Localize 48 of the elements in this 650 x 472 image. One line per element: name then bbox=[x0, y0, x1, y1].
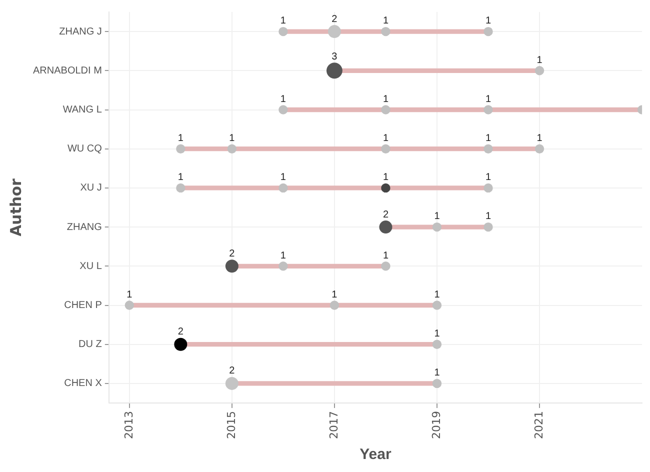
x-tick-label: 2013 bbox=[122, 411, 136, 440]
data-label: 1 bbox=[229, 133, 236, 144]
data-label: 1 bbox=[280, 94, 286, 105]
y-tick-label: ZHANG bbox=[66, 222, 102, 233]
x-tick-label: 2017 bbox=[327, 411, 340, 440]
data-label: 1 bbox=[178, 172, 184, 184]
data-label: 1 bbox=[280, 250, 286, 262]
data-label: 1 bbox=[178, 133, 184, 144]
data-label: 1 bbox=[280, 16, 286, 27]
y-tick-label: WU CQ bbox=[67, 144, 102, 155]
data-label: 1 bbox=[485, 211, 492, 222]
y-tick-label: ZHANG J bbox=[59, 26, 102, 38]
data-label: 1 bbox=[485, 16, 492, 27]
data-label: 1 bbox=[485, 172, 492, 184]
data-label: 3 bbox=[332, 51, 338, 62]
y-tick-label: XU J bbox=[80, 182, 102, 194]
data-label: 1 bbox=[536, 54, 543, 66]
y-tick-label: ARNABOLDI M bbox=[32, 65, 102, 76]
data-label: 1 bbox=[485, 94, 492, 105]
data-label: 1 bbox=[126, 289, 133, 300]
data-label: 1 bbox=[382, 250, 389, 262]
data-label: 1 bbox=[434, 211, 440, 222]
data-label: 1 bbox=[434, 368, 440, 379]
y-axis-title: Author bbox=[6, 178, 25, 236]
data-label: 2 bbox=[229, 248, 236, 260]
y-tick-label: DU Z bbox=[78, 339, 102, 350]
data-label: 2 bbox=[229, 366, 236, 377]
data-label: 1 bbox=[536, 133, 543, 144]
data-label: 1 bbox=[434, 328, 440, 340]
data-label: 1 bbox=[382, 16, 389, 27]
y-tick-label: WANG L bbox=[62, 104, 102, 116]
data-label: 2 bbox=[178, 326, 184, 338]
y-tick-label: CHEN X bbox=[64, 378, 102, 390]
x-tick-label: 2019 bbox=[430, 411, 443, 440]
data-label: 1 bbox=[485, 133, 492, 144]
data-label: 2 bbox=[332, 14, 338, 25]
x-tick-label: 2021 bbox=[532, 411, 546, 440]
data-label: 1 bbox=[332, 289, 338, 300]
y-tick-label: XU L bbox=[80, 260, 102, 272]
data-label: 1 bbox=[434, 289, 440, 300]
data-label: 1 bbox=[382, 133, 389, 144]
data-label: 1 bbox=[280, 172, 286, 184]
data-label: 1 bbox=[382, 172, 389, 184]
data-label: 2 bbox=[382, 209, 389, 220]
data-label: 1 bbox=[382, 94, 389, 105]
x-tick-label: 2015 bbox=[224, 411, 238, 440]
y-tick-label: CHEN P bbox=[64, 300, 102, 312]
x-axis-title: Year bbox=[360, 446, 392, 464]
